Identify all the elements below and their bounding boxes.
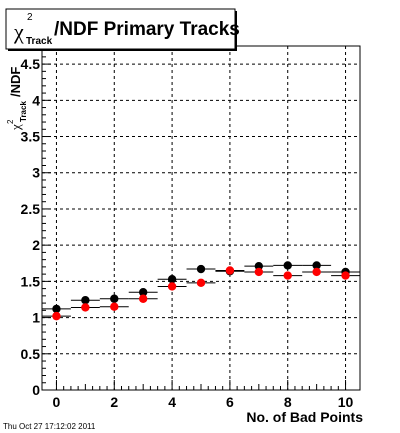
data-point: [138, 294, 148, 303]
y-axis-label: χ 2 Track /NDF: [6, 67, 28, 131]
ylabel-sub: Track: [19, 101, 28, 122]
y-tick-label: 1: [32, 310, 40, 326]
data-point: [254, 261, 264, 271]
series-1: [42, 261, 360, 314]
timestamp: Thu Oct 27 17:12:02 2011: [3, 422, 96, 431]
y-tick-label: 3.5: [21, 129, 41, 145]
x-tick-label: 4: [168, 394, 176, 410]
grid: [42, 46, 360, 390]
title-sub: Track: [26, 36, 53, 47]
data-point: [110, 294, 119, 303]
x-axis-label: No. of Bad Points: [246, 409, 363, 425]
data-point: [254, 267, 264, 277]
plot-frame: [41, 45, 361, 391]
y-tick-label: 0.5: [21, 346, 41, 362]
x-tick-label: 8: [284, 394, 292, 410]
title-sup: 2: [27, 12, 33, 23]
y-tick-label: 4.5: [21, 56, 41, 72]
title-box: χ 2 Track /NDF Primary Tracks: [5, 8, 240, 51]
ticks: 0 2 4 6 8 10 0 0.5 1 1.5 2 2.5 3 3.5 4 4.5: [21, 49, 354, 410]
y-tick-label: 2.5: [21, 201, 41, 217]
y-tick-label: 0: [32, 382, 40, 398]
data-point: [196, 278, 206, 288]
ylabel-chi: χ: [8, 124, 23, 131]
data-point: [225, 266, 235, 275]
data-point: [52, 311, 61, 321]
y-tick-label: 1.5: [21, 273, 41, 289]
data-point: [196, 264, 206, 274]
data-point: [167, 282, 177, 291]
data-point: [341, 271, 350, 280]
x-tick-label: 10: [338, 394, 354, 410]
data-point: [110, 302, 119, 311]
y-tick-label: 2: [32, 237, 40, 253]
data-point: [312, 261, 321, 270]
data-point: [167, 274, 177, 284]
data-points: [42, 261, 360, 321]
x-tick-label: 6: [226, 394, 234, 410]
data-point: [81, 303, 90, 312]
y-tick-label: 3: [32, 165, 40, 181]
data-point: [283, 271, 292, 280]
ylabel-text: /NDF: [8, 67, 23, 97]
title-text: /NDF Primary Tracks: [54, 19, 240, 40]
data-point: [138, 288, 148, 297]
x-tick-label: 0: [53, 394, 61, 410]
data-point: [283, 261, 292, 270]
data-point: [312, 267, 321, 277]
title-chi: χ: [13, 19, 24, 44]
data-point: [52, 304, 61, 314]
series-2: [42, 266, 360, 321]
x-tick-label: 2: [110, 394, 118, 410]
ylabel-sup: 2: [6, 119, 15, 124]
y-tick-label: 4: [32, 92, 40, 108]
data-point: [81, 295, 90, 305]
